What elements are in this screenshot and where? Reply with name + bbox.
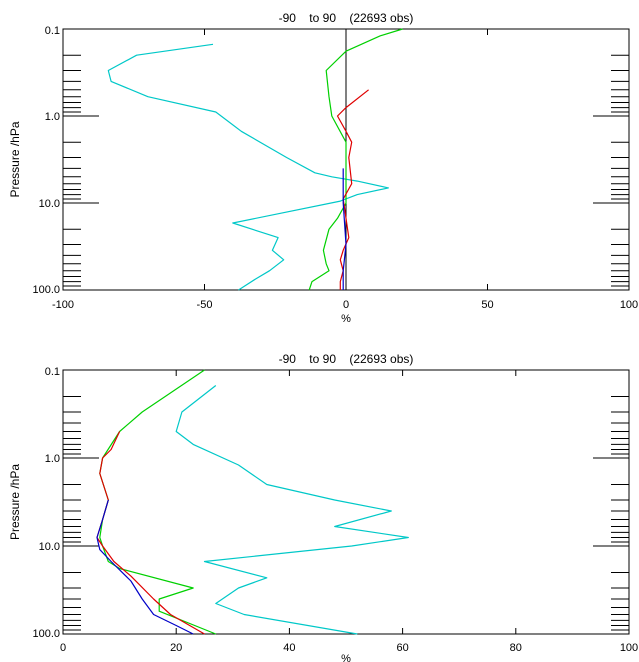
- series-line-1: [107, 43, 389, 291]
- x-tick-label: -50: [197, 299, 213, 311]
- plot-frame: [62, 369, 630, 635]
- series-line-3: [336, 89, 369, 290]
- chart-panel-2: 0.1 1.0 10.0 100.00 20 40 60 80 100 -90 to 90 (22…: [8, 352, 638, 662]
- y-tick-label: 10.0: [39, 198, 60, 210]
- series-line-4: [342, 168, 347, 290]
- y-minor-ticks: [63, 54, 629, 287]
- x-axis-label: %: [341, 313, 351, 325]
- x-tick-label: 40: [283, 642, 295, 654]
- x-tick-label: 100: [620, 299, 638, 311]
- y-tick-label: 100.0: [32, 284, 60, 296]
- chart-panel-1: 0.1 1.0 10.0 100.0 -100 -50 0 50 100 -90 to 90 (2…: [8, 11, 638, 325]
- x-tick-label: -100: [52, 299, 74, 311]
- series-line-4: [96, 499, 194, 635]
- x-tick-label: 80: [510, 642, 522, 654]
- x-tick-label: 0: [60, 642, 66, 654]
- y-tick-label: 0.1: [45, 25, 60, 37]
- y-tick-label: 100.0: [32, 628, 60, 640]
- x-tick-label: 20: [170, 642, 182, 654]
- series-line-1: [175, 385, 409, 635]
- series-line-2: [308, 28, 403, 291]
- y-tick-label: 10.0: [39, 541, 60, 553]
- y-minor-ticks: [63, 395, 629, 631]
- x-tick-label: 50: [481, 299, 493, 311]
- x-tick-label: 0: [343, 299, 349, 311]
- y-tick-label: 1.0: [45, 111, 60, 123]
- x-tick-label: 100: [620, 642, 638, 654]
- y-axis-label: Pressure /hPa: [8, 464, 22, 540]
- y-tick-label: 1.0: [45, 453, 60, 465]
- y-tick-label: 0.1: [45, 366, 60, 378]
- series-line-3: [96, 431, 205, 635]
- x-axis-label: %: [341, 653, 351, 662]
- y-axis-label: Pressure /hPa: [8, 121, 22, 197]
- series-line-2: [99, 369, 217, 635]
- chart-title: -90 to 90 (22693 obs): [279, 352, 414, 366]
- x-tick-label: 60: [396, 642, 408, 654]
- chart-title: -90 to 90 (22693 obs): [279, 11, 414, 25]
